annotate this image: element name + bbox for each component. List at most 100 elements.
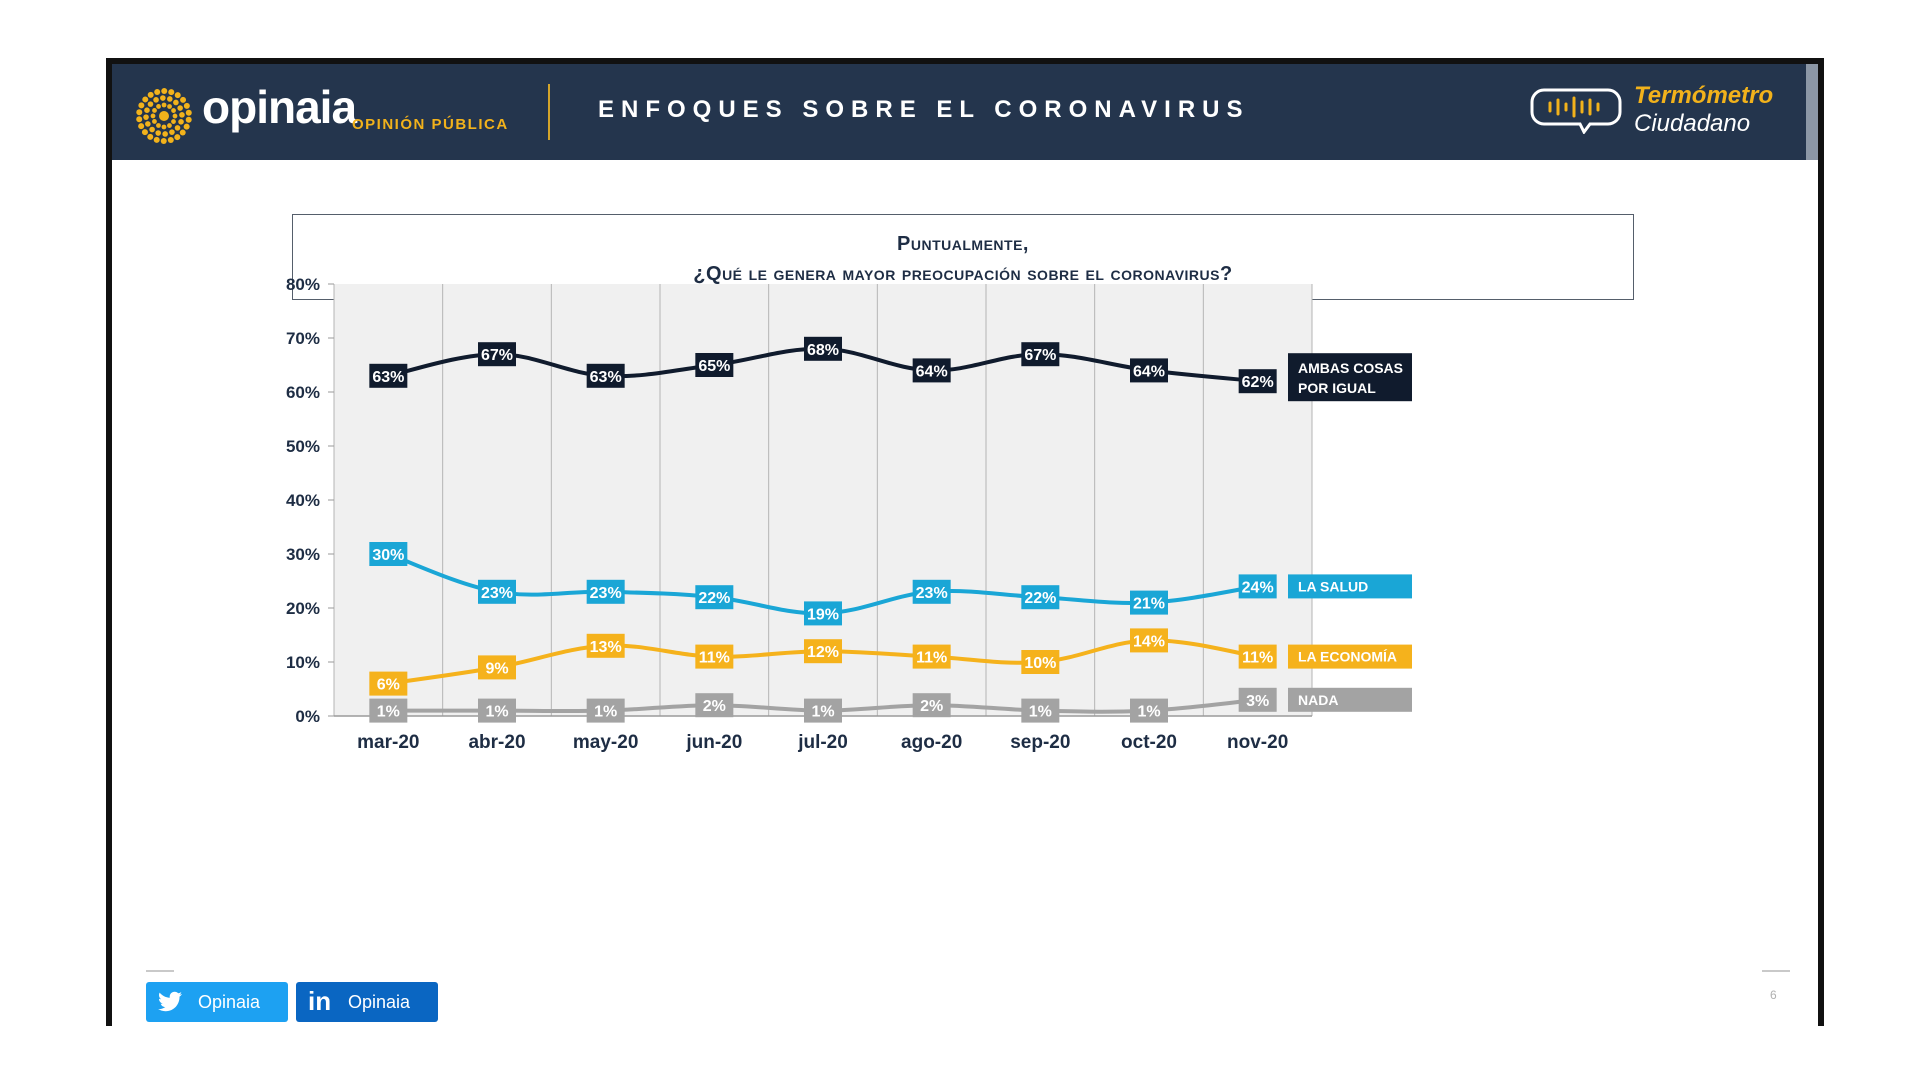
slide: opinaia OPINIÓN PÚBLICA ENFOQUES SOBRE E… bbox=[106, 58, 1824, 1026]
data-label-box bbox=[478, 698, 516, 723]
data-label: 23% bbox=[590, 585, 622, 602]
data-label-box bbox=[369, 671, 408, 696]
y-tick-label: 80% bbox=[286, 275, 320, 294]
data-label-box bbox=[1130, 698, 1168, 723]
data-label-box bbox=[478, 342, 516, 367]
data-label-box bbox=[1021, 585, 1060, 610]
data-label-box bbox=[695, 644, 734, 669]
y-tick-label: 30% bbox=[286, 545, 320, 564]
data-label-box bbox=[1238, 644, 1277, 669]
data-label-box bbox=[1130, 628, 1168, 653]
legend-label: LA ECONOMÍA bbox=[1298, 649, 1397, 665]
footer-divider-left bbox=[146, 970, 174, 972]
data-label: 1% bbox=[1029, 704, 1052, 721]
data-label: 13% bbox=[590, 639, 622, 656]
linkedin-button[interactable]: in Opinaia bbox=[296, 982, 438, 1022]
data-label: 64% bbox=[916, 363, 948, 380]
scrollbar[interactable] bbox=[1806, 64, 1818, 160]
x-tick-label: jul-20 bbox=[797, 732, 848, 753]
data-label: 62% bbox=[1242, 374, 1274, 391]
data-label: 30% bbox=[372, 547, 404, 564]
data-label-box bbox=[369, 542, 408, 566]
data-label: 2% bbox=[703, 698, 726, 715]
data-label-box bbox=[586, 633, 625, 658]
data-label: 23% bbox=[916, 585, 948, 602]
data-label-box bbox=[1021, 698, 1060, 723]
y-tick-label: 10% bbox=[286, 653, 320, 672]
speech-bubble-soundwave-icon bbox=[1530, 88, 1622, 134]
data-label: 3% bbox=[1246, 693, 1269, 710]
data-label: 1% bbox=[1137, 704, 1160, 721]
y-tick-label: 70% bbox=[286, 329, 320, 348]
page-number: 6 bbox=[1770, 988, 1777, 1002]
data-label-box bbox=[912, 579, 951, 604]
data-label: 11% bbox=[916, 650, 947, 667]
data-label-box bbox=[804, 601, 842, 626]
data-label-box bbox=[912, 358, 951, 383]
data-label: 24% bbox=[1242, 579, 1274, 596]
data-label-box bbox=[695, 693, 734, 718]
x-tick-label: oct-20 bbox=[1121, 732, 1177, 753]
data-label: 68% bbox=[807, 342, 839, 359]
data-label-box bbox=[695, 353, 734, 377]
data-label: 12% bbox=[807, 644, 839, 661]
y-tick-label: 40% bbox=[286, 491, 320, 510]
x-tick-label: jun-20 bbox=[685, 732, 742, 753]
data-label: 67% bbox=[1024, 347, 1056, 364]
data-label-box bbox=[586, 698, 625, 723]
y-tick-label: 20% bbox=[286, 599, 320, 618]
y-tick-label: 0% bbox=[295, 707, 320, 726]
data-label-box bbox=[369, 698, 408, 723]
question-line-1: Puntualmente, bbox=[897, 233, 1029, 255]
linkedin-label: Opinaia bbox=[348, 992, 411, 1012]
y-tick-label: 60% bbox=[286, 383, 320, 402]
x-tick-label: sep-20 bbox=[1010, 732, 1070, 753]
data-label-box bbox=[586, 579, 625, 604]
twitter-label: Opinaia bbox=[198, 992, 261, 1012]
data-label-box bbox=[804, 698, 842, 723]
legend-label: POR IGUAL bbox=[1298, 380, 1376, 396]
data-label-box bbox=[1130, 590, 1168, 615]
header-divider bbox=[548, 84, 550, 140]
brand-subtitle: OPINIÓN PÚBLICA bbox=[352, 116, 509, 133]
data-label-box bbox=[1021, 650, 1060, 674]
x-tick-label: mar-20 bbox=[357, 732, 419, 753]
data-label: 63% bbox=[590, 369, 622, 386]
legend-label: AMBAS COSAS bbox=[1298, 360, 1403, 376]
data-label: 21% bbox=[1133, 596, 1165, 613]
legend-box bbox=[1288, 687, 1412, 712]
data-label: 64% bbox=[1133, 363, 1165, 380]
data-label: 1% bbox=[485, 704, 508, 721]
data-label-box bbox=[586, 363, 625, 388]
legend-box bbox=[1288, 353, 1412, 402]
brand-name: opinaia bbox=[202, 81, 357, 133]
opinaia-sun-logo-icon bbox=[136, 88, 192, 144]
data-label: 14% bbox=[1133, 633, 1165, 650]
data-label: 63% bbox=[372, 369, 404, 386]
data-label-box bbox=[1238, 687, 1277, 712]
legend-box bbox=[1288, 574, 1412, 599]
data-label-box bbox=[1238, 574, 1277, 599]
data-label-box bbox=[912, 693, 951, 718]
legend-label: LA SALUD bbox=[1298, 578, 1368, 594]
data-label-box bbox=[1130, 358, 1168, 383]
data-label: 65% bbox=[698, 358, 730, 375]
twitter-button[interactable]: Opinaia bbox=[146, 982, 288, 1022]
question-line-2: ¿Qué le genera mayor preocupación sobre … bbox=[693, 263, 1233, 285]
line-chart: 0% 10% 20% 30% 40% 50% 60% 70% 80% mar-20 abr-20 ma… bbox=[286, 275, 1412, 753]
data-label-box bbox=[478, 655, 516, 680]
badge-subtitle: Ciudadano bbox=[1634, 110, 1751, 137]
data-label: 1% bbox=[811, 704, 834, 721]
x-tick-label: nov-20 bbox=[1227, 732, 1288, 753]
data-label-box bbox=[804, 639, 842, 664]
data-label: 1% bbox=[594, 704, 617, 721]
y-tick-label: 50% bbox=[286, 437, 320, 456]
data-label: 9% bbox=[485, 660, 508, 677]
data-label: 10% bbox=[1024, 655, 1056, 672]
linkedin-icon: in bbox=[308, 986, 332, 1016]
footer-divider-right bbox=[1762, 970, 1790, 972]
badge-title: Termómetro bbox=[1634, 82, 1774, 109]
data-label: 22% bbox=[1024, 590, 1056, 607]
legend-label: NADA bbox=[1298, 692, 1338, 708]
x-tick-label: abr-20 bbox=[468, 732, 525, 753]
